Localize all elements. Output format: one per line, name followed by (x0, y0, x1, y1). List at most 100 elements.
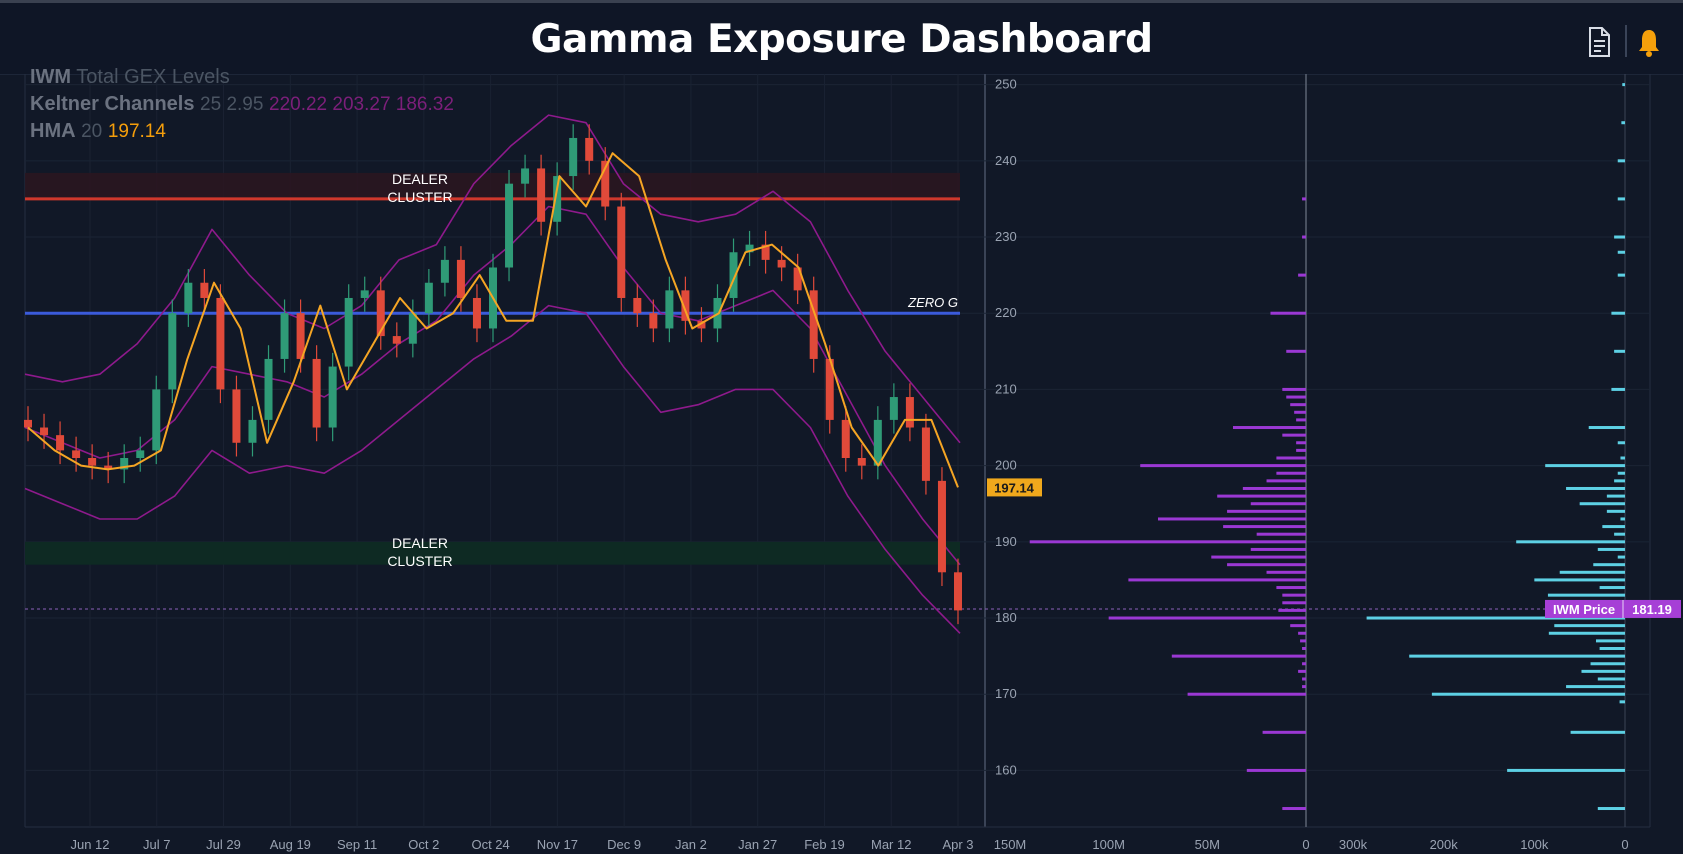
gex-bar (1298, 669, 1306, 673)
candle (681, 290, 690, 321)
oi-bar (1614, 349, 1625, 353)
x-tick-label: Dec 9 (607, 837, 641, 852)
candle (649, 313, 658, 329)
gex-bar (1302, 235, 1306, 239)
oi-bar (1599, 586, 1625, 590)
legend-symbol: IWM (30, 66, 72, 88)
oi-bar (1611, 387, 1625, 391)
gex-bar (1300, 639, 1306, 643)
candle (954, 572, 962, 611)
y-tick-label: 190 (995, 534, 1017, 549)
candle (184, 282, 193, 314)
oi-bar (1559, 570, 1625, 574)
oi-bar (1545, 464, 1625, 468)
dealer-cluster-bottom-zone (25, 541, 960, 565)
gex-bar (1298, 273, 1306, 277)
oi-bar (1547, 593, 1625, 597)
candle (120, 458, 129, 470)
x-tick-label: Jan 27 (738, 837, 777, 852)
x-tick-label: Feb 19 (804, 837, 844, 852)
candle (553, 176, 562, 222)
dealer-cluster-bottom-label: CLUSTER (387, 553, 452, 569)
candle (24, 419, 32, 428)
legend-keltner-params: 25 2.95 (200, 94, 264, 115)
document-icon[interactable] (1584, 25, 1614, 59)
gex-bar (1298, 631, 1306, 635)
oi-bar (1611, 311, 1625, 315)
x-tick-label: Jul 29 (206, 837, 241, 852)
iwm-price-badge-label: IWM Price (1553, 602, 1615, 617)
oi-bar (1590, 662, 1625, 666)
legend-keltner-values: 220.22 203.27 186.32 (269, 94, 454, 115)
candle (200, 282, 209, 298)
candle (521, 168, 530, 184)
chart-legend: IWM Total GEX Levels Keltner Channels 25… (30, 64, 454, 145)
oi-bar (1617, 197, 1625, 201)
x-tick-label: Jan 2 (675, 837, 707, 852)
legend-row-gex: IWM Total GEX Levels (30, 64, 454, 91)
chart-panel[interactable]: 250 240 230 220 210 200 190 180 170 160 Jun 12 Jul … (0, 66, 1683, 854)
x-tick-label: Jul 7 (143, 837, 170, 852)
gex-bar (1262, 730, 1306, 734)
oi-bar (1602, 525, 1625, 529)
gex-bar (1302, 647, 1306, 650)
gex-bar (1278, 608, 1306, 612)
oi-bar (1622, 83, 1625, 87)
gex-bar (1158, 517, 1306, 521)
gex-bar (1232, 426, 1306, 430)
oi-x-tick-label: 300k (1339, 837, 1368, 852)
oi-bar (1617, 159, 1625, 163)
gex-x-tick-label: 100M (1092, 837, 1125, 852)
oi-bar (1593, 563, 1625, 567)
gex-bar (1108, 616, 1306, 620)
y-tick-label: 160 (995, 762, 1017, 777)
oi-bar (1507, 768, 1625, 772)
oi-bar (1579, 502, 1625, 506)
legend-hma-param: 20 (81, 121, 103, 142)
oi-bar (1614, 479, 1625, 483)
keltner-channel-line (24, 114, 961, 444)
candle (745, 244, 754, 253)
oi-bar (1597, 677, 1625, 681)
candle (168, 313, 177, 390)
x-tick-label: Oct 24 (471, 837, 509, 852)
candle (809, 290, 818, 359)
keltner-channel-line (24, 304, 961, 634)
candle (72, 450, 81, 458)
dealer-cluster-bottom-label: DEALER (392, 535, 448, 551)
gex-bar (1276, 456, 1306, 460)
candle (633, 297, 642, 314)
legend-row-hma: HMA 20 197.14 (30, 118, 454, 145)
gex-bar (1223, 525, 1306, 529)
candle (857, 458, 866, 466)
gex-bar (1187, 692, 1306, 696)
candle (697, 320, 706, 329)
x-tick-label: Sep 11 (337, 837, 377, 852)
legend-hma-label: HMA (30, 120, 76, 142)
oi-bar (1620, 456, 1625, 460)
gex-bar (1302, 685, 1306, 689)
candle (136, 450, 145, 458)
y-tick-label: 220 (995, 305, 1017, 320)
candle (601, 160, 610, 207)
x-tick-label: Oct 2 (408, 837, 439, 852)
candle (360, 290, 369, 298)
gex-bar (1227, 509, 1306, 513)
gex-x-tick-label: 150M (994, 837, 1027, 852)
candle (793, 267, 802, 291)
bell-icon[interactable] (1634, 25, 1664, 59)
page-title: Gamma Exposure Dashboard (530, 17, 1153, 62)
y-tick-label: 200 (995, 458, 1017, 473)
candle (88, 458, 97, 466)
dealer-cluster-top-zone (25, 172, 960, 199)
candle (569, 137, 578, 177)
candle (264, 358, 273, 420)
x-tick-label: Nov 17 (537, 837, 578, 852)
oi-bar (1566, 486, 1625, 490)
iwm-price-badge-value: 181.19 (1632, 602, 1672, 617)
gex-bar (1140, 464, 1306, 468)
candle (328, 366, 337, 428)
gex-bar (1302, 197, 1306, 201)
hma-line (27, 152, 959, 488)
